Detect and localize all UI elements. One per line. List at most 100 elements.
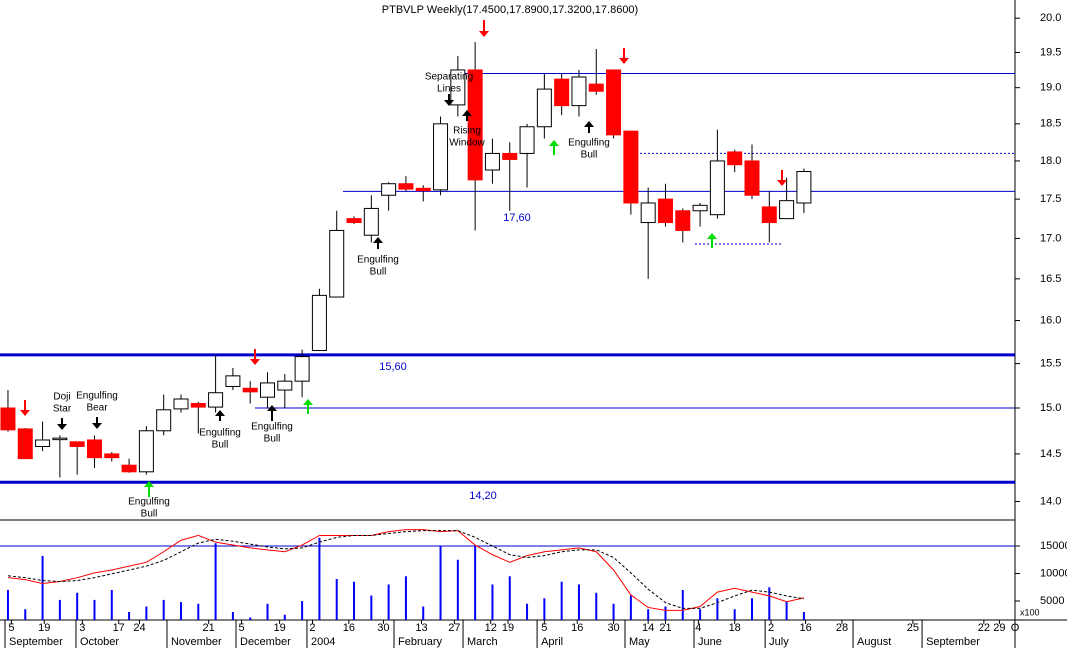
candle-body [779, 200, 795, 220]
candle-body [190, 402, 206, 408]
candle-body [104, 453, 120, 459]
arrow-head [462, 110, 472, 116]
pattern-label: Engulfing [76, 391, 118, 402]
y-tick-label: 14.0 [1040, 495, 1061, 507]
candle-body [52, 437, 68, 441]
pattern-label: Rising [453, 126, 481, 137]
candle-body [657, 198, 673, 224]
arrow-head [144, 481, 154, 487]
level-label: 15,60 [379, 361, 407, 373]
arrow-head [444, 100, 454, 106]
x-tick-label: 14 [642, 622, 654, 634]
pattern-label: Engulfing [128, 497, 170, 508]
arrow-head [57, 424, 67, 430]
candle-body [381, 183, 397, 196]
candle-body [640, 202, 656, 224]
y-tick-label: 5000 [1040, 595, 1064, 607]
candle-body [675, 210, 691, 231]
month-label: November [171, 636, 222, 648]
candle-body [0, 407, 16, 431]
candle-body [294, 356, 310, 382]
y-tick-label: 15.0 [1040, 402, 1061, 414]
x-tick-label: 30 [607, 622, 619, 634]
month-label: February [398, 636, 443, 648]
month-label: May [629, 636, 650, 648]
month-label: September [926, 636, 980, 648]
month-label: April [541, 636, 563, 648]
candle-body [796, 171, 812, 204]
candle-body [484, 152, 500, 171]
month-label: October [80, 636, 119, 648]
x-tick-label: 21 [203, 622, 215, 634]
arrow-head [267, 405, 277, 411]
candle-body [467, 69, 483, 181]
chart-title: PTBVLP Weekly(17.4500,17.8900,17.3200,17… [382, 4, 638, 16]
y-tick-label: 17.5 [1040, 193, 1061, 205]
x-tick-label: 27 [448, 622, 460, 634]
pattern-label: Bull [264, 434, 281, 445]
x-tick-label: 16 [343, 622, 355, 634]
y-tick-label: 18.5 [1040, 118, 1061, 130]
arrow-head [215, 410, 225, 416]
y-tick-label: 15.5 [1040, 357, 1061, 369]
candle-body [329, 229, 345, 298]
x-tick-label: 3 [79, 622, 85, 634]
candle-body [260, 382, 276, 398]
candle-body [363, 207, 379, 236]
x-tick-label: 2 [768, 622, 774, 634]
candle-body [588, 83, 604, 92]
candle-body [121, 464, 137, 473]
candle-body [727, 151, 743, 166]
x-tick-label: 5 [541, 622, 547, 634]
x-tick-label: 22 [978, 622, 990, 634]
x-tick-label: 24 [133, 622, 145, 634]
x-tick-label: 18 [729, 622, 741, 634]
x-tick-label: 5 [8, 622, 14, 634]
candle-body [554, 78, 570, 107]
y-tick-label: 16.0 [1040, 314, 1061, 326]
y-tick-label: 19.5 [1040, 46, 1061, 58]
pattern-label: Bull [581, 150, 598, 161]
candle-body [225, 375, 241, 387]
x-tick-label: 4 [695, 622, 701, 634]
oscillator-line [7, 529, 805, 611]
candle-body [35, 439, 51, 447]
y-tick-label: 15000 [1040, 540, 1067, 552]
candle-body [311, 294, 327, 352]
arrow-head [549, 140, 559, 146]
x-tick-label: 29 [993, 622, 1005, 634]
x-tick-label: 19 [502, 622, 514, 634]
candle-body [415, 187, 431, 192]
pattern-label: Engulfing [251, 422, 293, 433]
pattern-label: Engulfing [568, 138, 610, 149]
level-label: 17,60 [503, 212, 531, 224]
candle-body [744, 160, 760, 196]
x-tick-label: 16 [800, 622, 812, 634]
arrow-head [20, 410, 30, 416]
level-label: 14,20 [469, 490, 497, 502]
month-label: September [9, 636, 63, 648]
candle-body [17, 428, 33, 460]
candle-body [208, 392, 224, 408]
arrow-head [777, 180, 787, 186]
candle-body [242, 387, 258, 393]
month-label: July [769, 636, 789, 648]
month-label: 2004 [311, 636, 335, 648]
x-tick-label: 17 [113, 622, 125, 634]
x-tick-label: 2 [309, 622, 315, 634]
arrow-head [619, 58, 629, 64]
month-label: December [240, 636, 291, 648]
x-tick-label: 19 [38, 622, 50, 634]
pattern-label: Bull [141, 509, 158, 520]
candle-body [450, 69, 466, 106]
candle-body [398, 183, 414, 190]
y-tick-label: 10000 [1040, 567, 1067, 579]
pattern-label: Bull [370, 267, 387, 278]
pattern-label: Bull [212, 440, 229, 451]
candle-body [138, 430, 154, 473]
pattern-label: Lines [437, 84, 461, 95]
unit-label: x100 [1020, 607, 1040, 617]
candle-body [346, 218, 362, 224]
x-tick-label: 21 [659, 622, 671, 634]
